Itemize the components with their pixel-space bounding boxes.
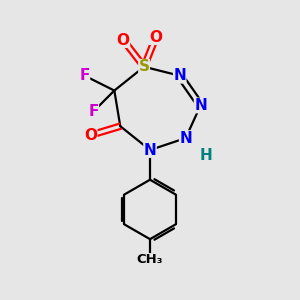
Text: N: N — [179, 130, 192, 146]
Text: O: O — [149, 30, 162, 45]
Text: F: F — [88, 104, 99, 119]
Text: S: S — [139, 59, 150, 74]
Text: F: F — [80, 68, 90, 83]
Text: N: N — [194, 98, 207, 113]
Text: O: O — [117, 32, 130, 47]
Text: N: N — [173, 68, 186, 83]
Text: N: N — [144, 142, 156, 158]
Text: H: H — [200, 148, 213, 164]
Text: O: O — [84, 128, 97, 142]
Text: CH₃: CH₃ — [137, 254, 163, 266]
